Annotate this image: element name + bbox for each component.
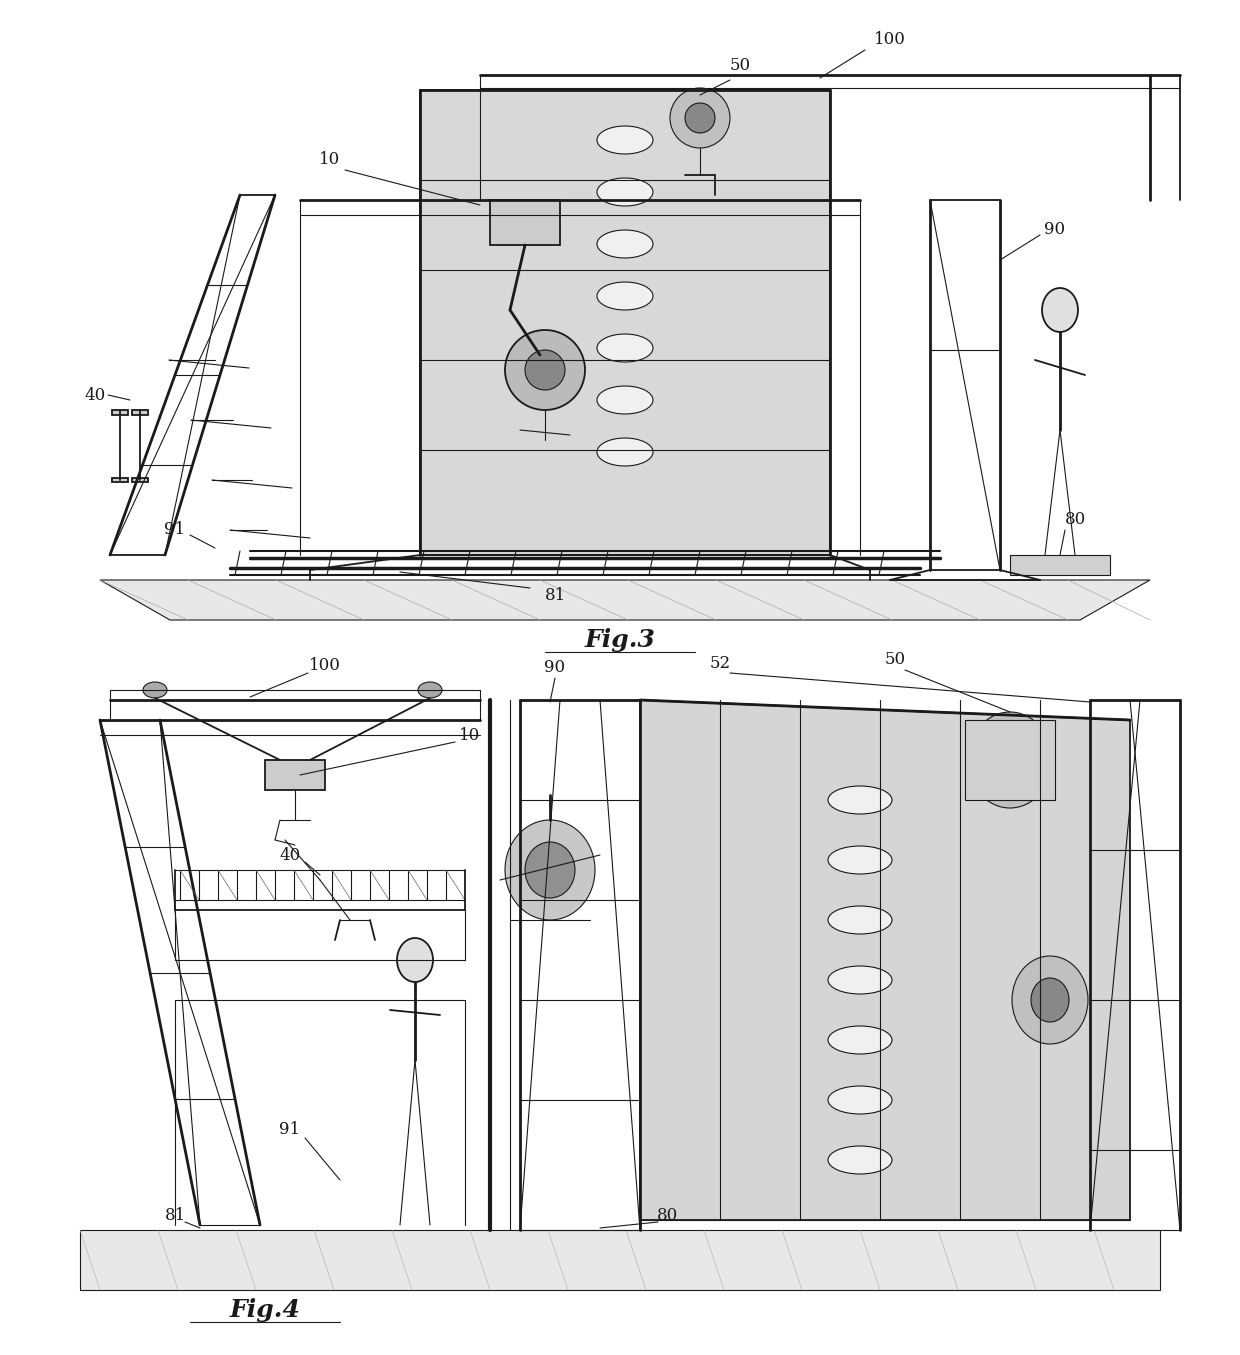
Ellipse shape [828, 1026, 892, 1054]
Polygon shape [112, 478, 128, 482]
Ellipse shape [505, 331, 585, 411]
Text: Fig.4: Fig.4 [229, 1298, 300, 1322]
Ellipse shape [397, 938, 433, 982]
Polygon shape [490, 201, 560, 245]
Polygon shape [131, 478, 148, 482]
Text: 90: 90 [544, 660, 565, 676]
Text: 81: 81 [544, 587, 565, 603]
Polygon shape [1011, 556, 1110, 575]
Ellipse shape [828, 906, 892, 934]
Ellipse shape [828, 966, 892, 995]
Polygon shape [265, 760, 325, 790]
Ellipse shape [828, 786, 892, 814]
Text: 52: 52 [709, 654, 730, 672]
Text: 100: 100 [309, 657, 341, 673]
Text: 50: 50 [884, 652, 905, 668]
Text: 80: 80 [1064, 511, 1086, 528]
Text: Fig.3: Fig.3 [584, 627, 656, 652]
Ellipse shape [143, 682, 167, 698]
Ellipse shape [828, 1146, 892, 1173]
Polygon shape [100, 580, 1149, 621]
Polygon shape [81, 1230, 1159, 1290]
Text: 91: 91 [165, 522, 186, 538]
Text: 40: 40 [84, 386, 105, 404]
Ellipse shape [596, 438, 653, 466]
Ellipse shape [596, 230, 653, 257]
Text: 90: 90 [1044, 221, 1065, 238]
Polygon shape [131, 411, 148, 415]
Ellipse shape [1030, 978, 1069, 1022]
Ellipse shape [828, 1085, 892, 1114]
Text: 100: 100 [874, 31, 906, 49]
Ellipse shape [596, 386, 653, 415]
Ellipse shape [596, 126, 653, 154]
Polygon shape [965, 720, 1055, 799]
Text: 40: 40 [279, 847, 300, 863]
Ellipse shape [596, 333, 653, 362]
Ellipse shape [988, 734, 1032, 785]
Polygon shape [640, 701, 1130, 1220]
Text: 50: 50 [729, 57, 750, 73]
Text: 10: 10 [459, 726, 481, 744]
Ellipse shape [596, 282, 653, 310]
Ellipse shape [684, 103, 715, 133]
Ellipse shape [525, 350, 565, 390]
Polygon shape [420, 89, 830, 556]
Ellipse shape [670, 88, 730, 148]
Ellipse shape [596, 178, 653, 206]
Ellipse shape [1012, 957, 1087, 1043]
Text: 81: 81 [165, 1206, 186, 1224]
Text: 80: 80 [657, 1206, 678, 1224]
Polygon shape [112, 411, 128, 415]
Ellipse shape [525, 841, 575, 898]
Ellipse shape [505, 820, 595, 920]
Ellipse shape [968, 711, 1052, 808]
Ellipse shape [418, 682, 441, 698]
Text: 10: 10 [320, 152, 341, 168]
Ellipse shape [828, 846, 892, 874]
Text: 91: 91 [279, 1122, 300, 1138]
Ellipse shape [1042, 289, 1078, 332]
